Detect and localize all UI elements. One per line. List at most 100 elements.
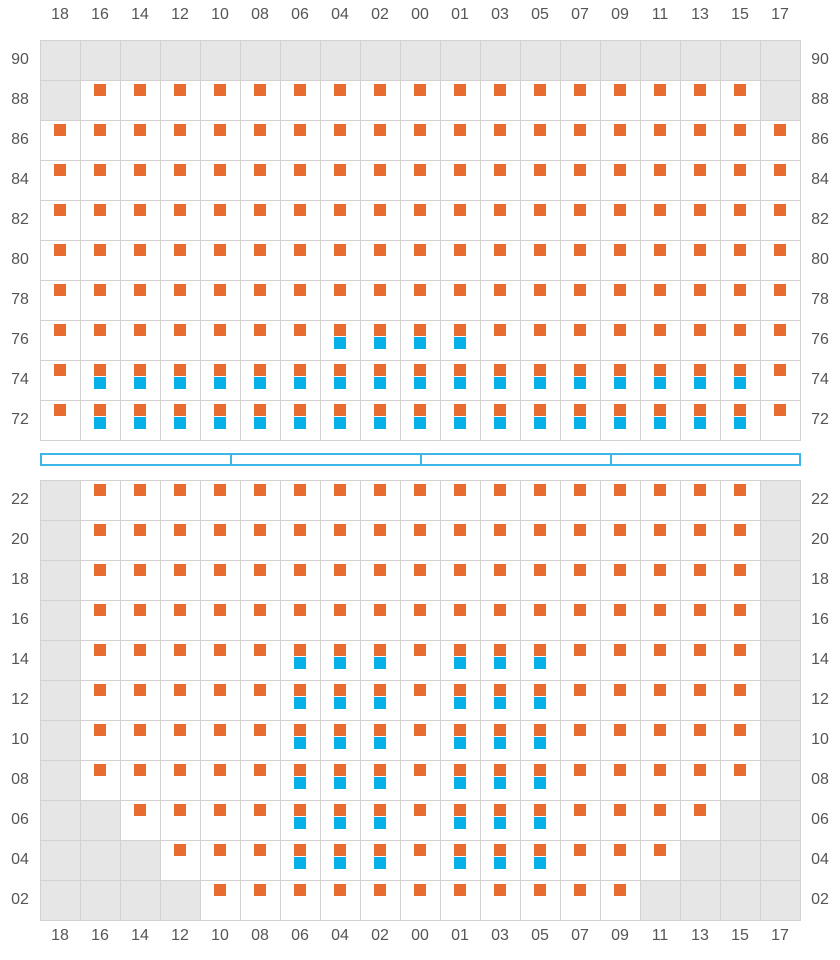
- blue-seat-marker[interactable]: [734, 377, 746, 389]
- orange-seat-marker[interactable]: [694, 564, 706, 576]
- blue-seat-marker[interactable]: [294, 777, 306, 789]
- orange-seat-marker[interactable]: [654, 524, 666, 536]
- orange-seat-marker[interactable]: [734, 84, 746, 96]
- orange-seat-marker[interactable]: [334, 804, 346, 816]
- seat-cell[interactable]: [400, 80, 441, 121]
- orange-seat-marker[interactable]: [774, 244, 786, 256]
- orange-seat-marker[interactable]: [214, 404, 226, 416]
- orange-seat-marker[interactable]: [294, 564, 306, 576]
- blue-seat-marker[interactable]: [174, 417, 186, 429]
- orange-seat-marker[interactable]: [654, 324, 666, 336]
- orange-seat-marker[interactable]: [654, 724, 666, 736]
- orange-seat-marker[interactable]: [54, 204, 66, 216]
- seat-cell[interactable]: [560, 80, 601, 121]
- orange-seat-marker[interactable]: [774, 204, 786, 216]
- blue-seat-marker[interactable]: [494, 737, 506, 749]
- blue-seat-marker[interactable]: [534, 777, 546, 789]
- orange-seat-marker[interactable]: [254, 604, 266, 616]
- orange-seat-marker[interactable]: [494, 404, 506, 416]
- orange-seat-marker[interactable]: [454, 604, 466, 616]
- orange-seat-marker[interactable]: [494, 204, 506, 216]
- orange-seat-marker[interactable]: [574, 84, 586, 96]
- blue-seat-marker[interactable]: [374, 697, 386, 709]
- blue-seat-marker[interactable]: [254, 377, 266, 389]
- blue-seat-marker[interactable]: [534, 417, 546, 429]
- orange-seat-marker[interactable]: [614, 164, 626, 176]
- orange-seat-marker[interactable]: [214, 204, 226, 216]
- orange-seat-marker[interactable]: [294, 204, 306, 216]
- orange-seat-marker[interactable]: [54, 284, 66, 296]
- orange-seat-marker[interactable]: [494, 644, 506, 656]
- orange-seat-marker[interactable]: [654, 404, 666, 416]
- orange-seat-marker[interactable]: [574, 644, 586, 656]
- blue-seat-marker[interactable]: [454, 417, 466, 429]
- orange-seat-marker[interactable]: [614, 684, 626, 696]
- orange-seat-marker[interactable]: [334, 604, 346, 616]
- orange-seat-marker[interactable]: [414, 724, 426, 736]
- orange-seat-marker[interactable]: [694, 684, 706, 696]
- orange-seat-marker[interactable]: [694, 644, 706, 656]
- orange-seat-marker[interactable]: [734, 404, 746, 416]
- orange-seat-marker[interactable]: [254, 204, 266, 216]
- orange-seat-marker[interactable]: [734, 484, 746, 496]
- orange-seat-marker[interactable]: [414, 204, 426, 216]
- orange-seat-marker[interactable]: [574, 324, 586, 336]
- orange-seat-marker[interactable]: [94, 284, 106, 296]
- orange-seat-marker[interactable]: [654, 564, 666, 576]
- orange-seat-marker[interactable]: [654, 244, 666, 256]
- orange-seat-marker[interactable]: [694, 204, 706, 216]
- seat-cell[interactable]: [680, 760, 721, 801]
- orange-seat-marker[interactable]: [134, 724, 146, 736]
- orange-seat-marker[interactable]: [454, 844, 466, 856]
- orange-seat-marker[interactable]: [654, 84, 666, 96]
- orange-seat-marker[interactable]: [414, 524, 426, 536]
- orange-seat-marker[interactable]: [534, 484, 546, 496]
- orange-seat-marker[interactable]: [614, 324, 626, 336]
- orange-seat-marker[interactable]: [374, 524, 386, 536]
- orange-seat-marker[interactable]: [214, 84, 226, 96]
- orange-seat-marker[interactable]: [614, 724, 626, 736]
- orange-seat-marker[interactable]: [254, 164, 266, 176]
- orange-seat-marker[interactable]: [694, 604, 706, 616]
- orange-seat-marker[interactable]: [614, 804, 626, 816]
- orange-seat-marker[interactable]: [54, 324, 66, 336]
- orange-seat-marker[interactable]: [614, 524, 626, 536]
- orange-seat-marker[interactable]: [334, 284, 346, 296]
- orange-seat-marker[interactable]: [174, 164, 186, 176]
- orange-seat-marker[interactable]: [654, 764, 666, 776]
- orange-seat-marker[interactable]: [294, 604, 306, 616]
- orange-seat-marker[interactable]: [94, 604, 106, 616]
- orange-seat-marker[interactable]: [494, 684, 506, 696]
- orange-seat-marker[interactable]: [214, 644, 226, 656]
- orange-seat-marker[interactable]: [614, 284, 626, 296]
- blue-seat-marker[interactable]: [374, 857, 386, 869]
- orange-seat-marker[interactable]: [254, 764, 266, 776]
- blue-seat-marker[interactable]: [614, 417, 626, 429]
- blue-seat-marker[interactable]: [334, 337, 346, 349]
- orange-seat-marker[interactable]: [254, 244, 266, 256]
- seat-cell[interactable]: [160, 480, 201, 521]
- orange-seat-marker[interactable]: [574, 404, 586, 416]
- orange-seat-marker[interactable]: [614, 364, 626, 376]
- orange-seat-marker[interactable]: [414, 644, 426, 656]
- orange-seat-marker[interactable]: [134, 684, 146, 696]
- orange-seat-marker[interactable]: [174, 564, 186, 576]
- blue-seat-marker[interactable]: [494, 417, 506, 429]
- orange-seat-marker[interactable]: [534, 164, 546, 176]
- orange-seat-marker[interactable]: [94, 84, 106, 96]
- orange-seat-marker[interactable]: [494, 364, 506, 376]
- seat-cell[interactable]: [680, 520, 721, 561]
- orange-seat-marker[interactable]: [94, 244, 106, 256]
- orange-seat-marker[interactable]: [134, 804, 146, 816]
- orange-seat-marker[interactable]: [534, 604, 546, 616]
- blue-seat-marker[interactable]: [454, 817, 466, 829]
- orange-seat-marker[interactable]: [534, 324, 546, 336]
- orange-seat-marker[interactable]: [574, 804, 586, 816]
- orange-seat-marker[interactable]: [214, 564, 226, 576]
- orange-seat-marker[interactable]: [614, 644, 626, 656]
- seat-cell[interactable]: [720, 80, 761, 121]
- orange-seat-marker[interactable]: [334, 724, 346, 736]
- orange-seat-marker[interactable]: [334, 324, 346, 336]
- blue-seat-marker[interactable]: [334, 417, 346, 429]
- orange-seat-marker[interactable]: [134, 764, 146, 776]
